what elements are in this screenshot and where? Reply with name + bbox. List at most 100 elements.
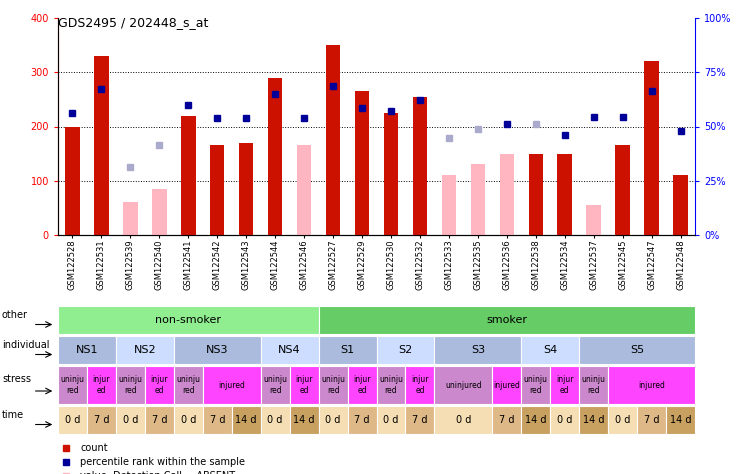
Text: 7 d: 7 d <box>93 415 109 425</box>
Text: 0 d: 0 d <box>267 415 283 425</box>
Text: uninju
red: uninju red <box>321 375 345 395</box>
Text: uninju
red: uninju red <box>60 375 85 395</box>
Text: 0 d: 0 d <box>325 415 341 425</box>
Text: 14 d: 14 d <box>583 415 604 425</box>
Text: uninjured: uninjured <box>445 381 481 390</box>
Text: S2: S2 <box>398 345 413 355</box>
Text: stress: stress <box>2 374 31 384</box>
Bar <box>174 406 203 434</box>
Bar <box>551 406 579 434</box>
Bar <box>239 143 253 235</box>
Text: time: time <box>2 410 24 420</box>
Bar <box>87 406 116 434</box>
Bar <box>58 366 87 404</box>
Text: 7 d: 7 d <box>499 415 514 425</box>
Bar <box>290 366 319 404</box>
Text: 14 d: 14 d <box>236 415 257 425</box>
Bar <box>347 366 377 404</box>
Bar <box>615 146 630 235</box>
Bar <box>500 154 514 235</box>
Bar <box>406 366 434 404</box>
Bar <box>87 366 116 404</box>
Text: 0 d: 0 d <box>557 415 573 425</box>
Bar <box>434 406 492 434</box>
Bar <box>383 113 398 235</box>
Text: 0 d: 0 d <box>615 415 630 425</box>
Bar <box>66 127 79 235</box>
Text: injured: injured <box>493 381 520 390</box>
Bar <box>123 202 138 235</box>
Bar <box>442 175 456 235</box>
Bar <box>203 406 232 434</box>
Bar <box>116 336 174 365</box>
Text: 14 d: 14 d <box>670 415 691 425</box>
Text: 7 d: 7 d <box>354 415 369 425</box>
Bar <box>637 406 666 434</box>
Text: injur
ed: injur ed <box>151 375 168 395</box>
Bar <box>608 366 695 404</box>
Text: 7 d: 7 d <box>152 415 167 425</box>
Text: uninju
red: uninju red <box>524 375 548 395</box>
Bar <box>261 366 290 404</box>
Text: NS4: NS4 <box>278 345 301 355</box>
Text: S3: S3 <box>471 345 485 355</box>
Bar <box>557 154 572 235</box>
Bar <box>94 56 109 235</box>
Text: percentile rank within the sample: percentile rank within the sample <box>80 457 245 467</box>
Bar <box>290 406 319 434</box>
Text: S5: S5 <box>630 345 644 355</box>
Bar <box>377 406 406 434</box>
Bar <box>319 366 347 404</box>
Text: 7 d: 7 d <box>412 415 428 425</box>
Text: NS3: NS3 <box>206 345 228 355</box>
Bar <box>579 366 608 404</box>
Bar <box>145 406 174 434</box>
Bar <box>355 91 369 235</box>
Bar <box>174 366 203 404</box>
Bar <box>319 406 347 434</box>
Bar <box>58 336 116 365</box>
Bar <box>587 205 601 235</box>
Text: uninju
red: uninju red <box>379 375 403 395</box>
Text: value, Detection Call = ABSENT: value, Detection Call = ABSENT <box>80 471 236 474</box>
Text: injur
ed: injur ed <box>556 375 573 395</box>
Bar <box>644 62 659 235</box>
Text: GDS2495 / 202448_s_at: GDS2495 / 202448_s_at <box>58 16 208 29</box>
Bar <box>521 336 579 365</box>
Text: injured: injured <box>638 381 665 390</box>
Bar <box>470 164 485 235</box>
Bar <box>319 306 695 334</box>
Bar <box>377 336 434 365</box>
Bar <box>434 366 492 404</box>
Bar <box>232 406 261 434</box>
Bar <box>203 366 261 404</box>
Text: NS1: NS1 <box>76 345 98 355</box>
Bar <box>492 366 521 404</box>
Bar <box>406 406 434 434</box>
Bar <box>319 336 377 365</box>
Bar <box>210 146 224 235</box>
Bar <box>579 336 695 365</box>
Bar <box>58 306 319 334</box>
Bar <box>673 175 687 235</box>
Text: uninju
red: uninju red <box>263 375 287 395</box>
Text: S4: S4 <box>543 345 557 355</box>
Text: injur
ed: injur ed <box>93 375 110 395</box>
Text: injur
ed: injur ed <box>411 375 428 395</box>
Text: uninju
red: uninju red <box>118 375 142 395</box>
Bar <box>666 406 695 434</box>
Bar <box>261 336 319 365</box>
Bar <box>579 406 608 434</box>
Bar <box>521 366 551 404</box>
Text: 0 d: 0 d <box>383 415 399 425</box>
Text: 0 d: 0 d <box>456 415 471 425</box>
Bar <box>347 406 377 434</box>
Bar <box>297 146 311 235</box>
Bar <box>608 406 637 434</box>
Text: 14 d: 14 d <box>294 415 315 425</box>
Bar <box>181 116 196 235</box>
Text: 14 d: 14 d <box>525 415 547 425</box>
Text: uninju
red: uninju red <box>177 375 200 395</box>
Text: individual: individual <box>2 340 49 350</box>
Bar <box>492 406 521 434</box>
